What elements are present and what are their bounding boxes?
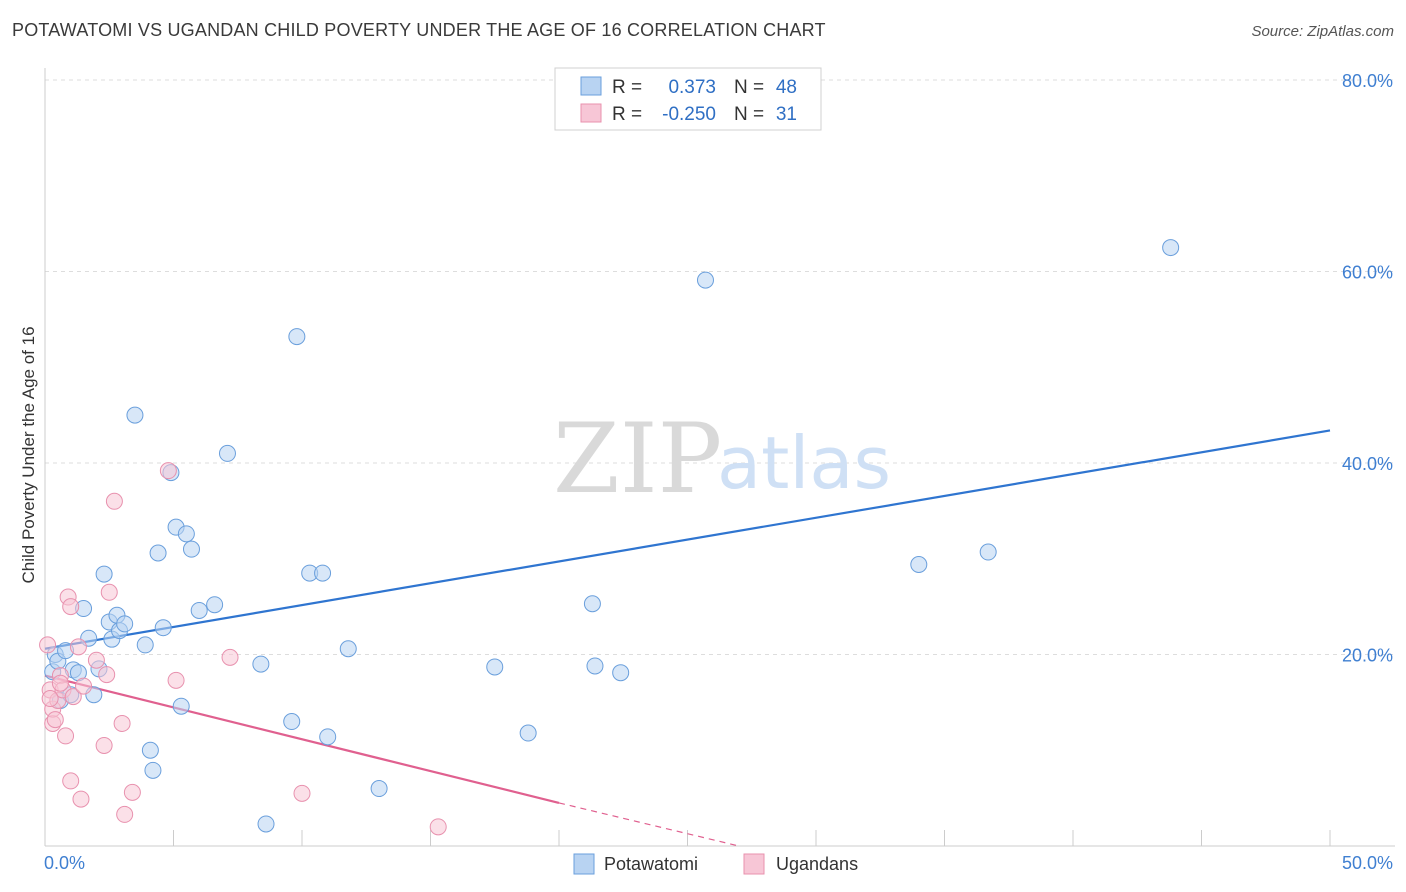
ugandans-trend-line xyxy=(44,674,560,804)
watermark-zip: ZIP xyxy=(553,403,722,515)
potawatomi-point-43 xyxy=(583,595,601,613)
ugandans-point-27 xyxy=(293,784,311,802)
potawatomi-point-40 xyxy=(370,780,388,798)
legend-n-label-2: N = xyxy=(734,104,764,125)
ugandans-point-24 xyxy=(159,462,177,480)
y-axis-label: Child Poverty Under the Age of 16 xyxy=(19,326,38,583)
legend-r-label-1: R = xyxy=(612,77,642,98)
y-tick-label-2: 60.0% xyxy=(1342,263,1393,283)
potawatomi-point-45 xyxy=(612,664,630,682)
potawatomi-point-49 xyxy=(1162,239,1180,257)
potawatomi-point-19 xyxy=(136,636,154,654)
y-tick-label-0: 20.0% xyxy=(1342,646,1393,666)
potawatomi-point-46 xyxy=(696,271,714,289)
legend-label-ugandans: Ugandans xyxy=(776,854,858,874)
potawatomi-point-21 xyxy=(144,761,162,779)
ugandans-point-0 xyxy=(39,636,57,654)
potawatomi-point-22 xyxy=(149,544,167,562)
ugandans-point-4 xyxy=(46,711,64,729)
grid-lines xyxy=(45,79,1395,655)
potawatomi-point-28 xyxy=(182,540,200,558)
potawatomi-point-35 xyxy=(288,328,306,346)
legend-swatch-pink xyxy=(580,103,602,123)
potawatomi-point-26 xyxy=(172,697,190,715)
potawatomi-point-17 xyxy=(116,615,134,633)
ugandans-point-10 xyxy=(62,772,80,790)
ugandans-point-22 xyxy=(116,805,134,823)
ugandans-point-21 xyxy=(113,714,131,732)
legend-swatch-blue xyxy=(580,76,602,96)
ugandans-point-11 xyxy=(62,598,80,616)
potawatomi-point-27 xyxy=(177,525,195,543)
legend-r-label-2: R = xyxy=(612,104,642,125)
data-points xyxy=(39,239,1180,836)
x-tick-label-0: 0.0% xyxy=(44,853,85,873)
axes xyxy=(44,68,1395,847)
potawatomi-point-34 xyxy=(283,713,301,731)
potawatomi-point-47 xyxy=(910,555,928,573)
ugandans-point-15 xyxy=(75,677,93,695)
legend-n-value-1: 48 xyxy=(776,77,797,98)
ugandans-point-30 xyxy=(51,674,69,692)
ugandans-point-16 xyxy=(87,651,105,669)
potawatomi-point-38 xyxy=(319,728,337,746)
chart-source: Source: ZipAtlas.com xyxy=(1251,23,1394,40)
potawatomi-point-32 xyxy=(252,655,270,673)
ugandans-point-13 xyxy=(69,638,87,656)
potawatomi-point-18 xyxy=(126,406,144,424)
potawatomi-point-23 xyxy=(154,619,172,637)
legend-r-value-2: -0.250 xyxy=(662,104,716,125)
y-tick-label-3: 80.0% xyxy=(1342,71,1393,91)
ugandans-point-25 xyxy=(167,671,185,689)
ugandans-point-17 xyxy=(95,736,113,754)
y-tick-label-1: 40.0% xyxy=(1342,454,1393,474)
legend-n-label-1: N = xyxy=(734,77,764,98)
ugandans-point-20 xyxy=(105,492,123,510)
chart-title: POTAWATOMI VS UGANDAN CHILD POVERTY UNDE… xyxy=(12,20,826,40)
ugandans-point-29 xyxy=(41,690,59,708)
legend-swatch-potawatomi xyxy=(573,853,595,875)
trend-lines xyxy=(44,429,1331,847)
x-tick-labels: 0.0% 50.0% xyxy=(44,853,1393,873)
ugandans-trend-line-extension xyxy=(558,802,740,847)
ugandans-point-23 xyxy=(123,783,141,801)
potawatomi-trend-line xyxy=(44,429,1331,650)
legend-n-value-2: 31 xyxy=(776,104,797,125)
ugandans-point-19 xyxy=(100,583,118,601)
potawatomi-point-44 xyxy=(586,657,604,675)
x-tick-label-1: 50.0% xyxy=(1342,853,1393,873)
potawatomi-point-29 xyxy=(190,601,208,619)
potawatomi-point-30 xyxy=(206,596,224,614)
potawatomi-point-41 xyxy=(486,658,504,676)
ugandans-point-8 xyxy=(57,727,75,745)
potawatomi-point-12 xyxy=(95,565,113,583)
ugandans-point-12 xyxy=(64,688,82,706)
legend-label-potawatomi: Potawatomi xyxy=(604,854,698,874)
series-legend: Potawatomi Ugandans xyxy=(573,853,858,875)
ugandans-point-14 xyxy=(72,790,90,808)
watermark-atlas: atlas xyxy=(717,421,891,505)
potawatomi-point-42 xyxy=(519,724,537,742)
legend-r-value-1: 0.373 xyxy=(668,77,716,98)
watermark: ZIP atlas xyxy=(553,403,891,515)
potawatomi-point-20 xyxy=(141,741,159,759)
potawatomi-point-31 xyxy=(218,444,236,462)
ugandans-point-26 xyxy=(221,648,239,666)
y-tick-labels: 20.0% 40.0% 60.0% 80.0% xyxy=(1342,71,1393,666)
potawatomi-point-37 xyxy=(314,564,332,582)
potawatomi-point-39 xyxy=(339,640,357,658)
legend-swatch-ugandans xyxy=(743,853,765,875)
potawatomi-point-33 xyxy=(257,815,275,833)
stats-legend: R = 0.373 N = 48 R = -0.250 N = 31 xyxy=(554,67,822,131)
potawatomi-point-48 xyxy=(979,543,997,561)
ugandans-point-18 xyxy=(98,666,116,684)
ugandans-point-28 xyxy=(429,818,447,836)
